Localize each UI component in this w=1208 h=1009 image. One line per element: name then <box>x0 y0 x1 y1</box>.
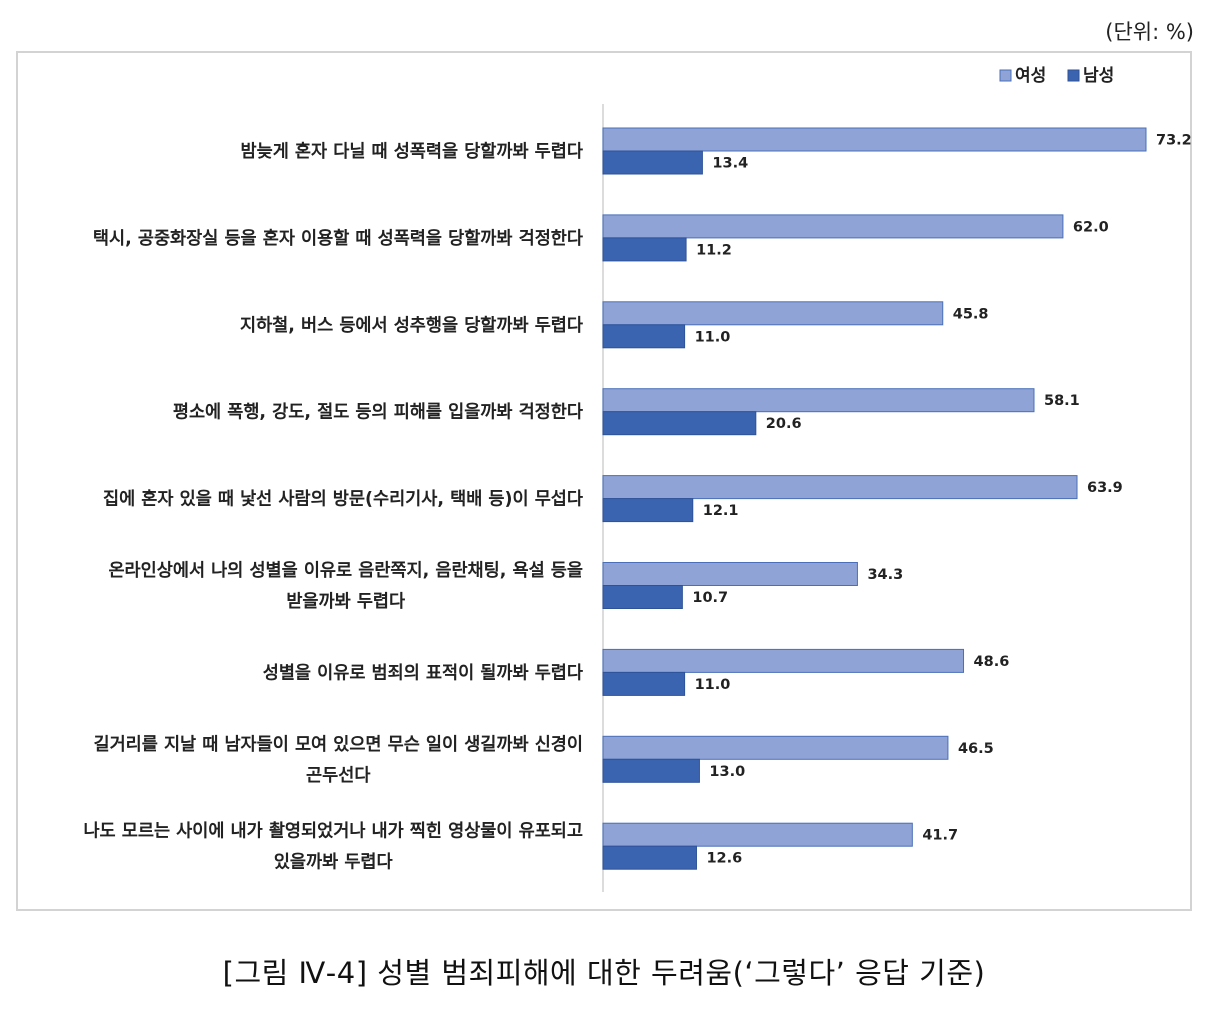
bar-male <box>602 585 683 609</box>
category-label: 지하철, 버스 등에서 성추행을 당할까봐 두렵다 <box>240 315 583 336</box>
bar-male <box>602 324 686 349</box>
bar-male <box>602 758 700 783</box>
bar-female <box>602 822 913 847</box>
bar-male <box>602 237 687 262</box>
bar-male <box>602 671 686 696</box>
data-label-female: 62.0 <box>1073 219 1109 235</box>
bar-female <box>602 301 944 326</box>
bar-male <box>602 411 757 436</box>
data-label-female: 48.6 <box>974 654 1010 670</box>
data-label-male: 13.4 <box>712 156 748 172</box>
data-label-female: 46.5 <box>958 741 994 757</box>
category-label: 길거리를 지날 때 남자들이 모여 있으면 무슨 일이 생길까봐 신경이 <box>93 734 583 755</box>
bar-female <box>602 735 949 760</box>
bar-female <box>602 648 965 673</box>
data-label-male: 11.0 <box>695 329 731 345</box>
data-label-male: 11.2 <box>696 242 732 258</box>
bar-female <box>602 475 1078 500</box>
category-label: 받을까봐 두렵다 <box>286 592 405 612</box>
category-label: 곤두선다 <box>306 766 370 786</box>
category-label: 성별을 이유로 범죄의 표적이 될까봐 두렵다 <box>263 663 583 683</box>
category-label: 평소에 폭행, 강도, 절도 등의 피해를 입을까봐 걱정한다 <box>173 402 583 423</box>
legend-label-male: 남성 <box>1083 66 1114 86</box>
data-label-male: 20.6 <box>766 416 802 432</box>
data-label-male: 12.1 <box>703 503 739 519</box>
bar-male <box>602 845 697 870</box>
legend-swatch-female <box>999 69 1012 82</box>
legend-label-female: 여성 <box>1015 66 1046 86</box>
data-label-male: 11.0 <box>695 677 731 693</box>
bar-male <box>602 150 703 175</box>
data-label-male: 12.6 <box>706 851 742 867</box>
data-label-female: 34.3 <box>867 567 903 583</box>
data-label-male: 10.7 <box>692 590 728 606</box>
data-label-female: 63.9 <box>1087 480 1123 496</box>
category-label: 집에 혼자 있을 때 낯선 사람의 방문(수리기사, 택배 등)이 무섭다 <box>103 489 583 510</box>
category-label: 나도 모르는 사이에 내가 촬영되었거나 내가 찍힌 영상물이 유포되고 <box>83 821 583 842</box>
data-label-male: 13.0 <box>709 764 745 780</box>
legend-swatch-male <box>1067 69 1080 82</box>
bar-female <box>602 562 858 586</box>
figure-caption: [그림 Ⅳ-4] 성별 범죄피해에 대한 두려움(‘그렇다’ 응답 기준) <box>222 956 986 990</box>
unit-label: (단위: %) <box>1105 20 1194 44</box>
data-label-female: 41.7 <box>922 828 958 844</box>
category-label: 온라인상에서 나의 성별을 이유로 음란쪽지, 음란채팅, 욕설 등을 <box>108 561 583 581</box>
data-label-female: 73.2 <box>1156 133 1192 149</box>
category-label: 택시, 공중화장실 등을 혼자 이용할 때 성폭력을 당할까봐 걱정한다 <box>93 228 583 249</box>
bar-female <box>602 214 1064 239</box>
bar-male <box>602 498 694 523</box>
bar-female <box>602 127 1147 152</box>
bar-female <box>602 388 1035 413</box>
category-label: 밤늦게 혼자 다닐 때 성폭력을 당할까봐 두렵다 <box>241 141 583 162</box>
category-label: 있을까봐 두렵다 <box>274 853 393 873</box>
data-label-female: 58.1 <box>1044 393 1080 409</box>
data-label-female: 45.8 <box>953 306 989 322</box>
